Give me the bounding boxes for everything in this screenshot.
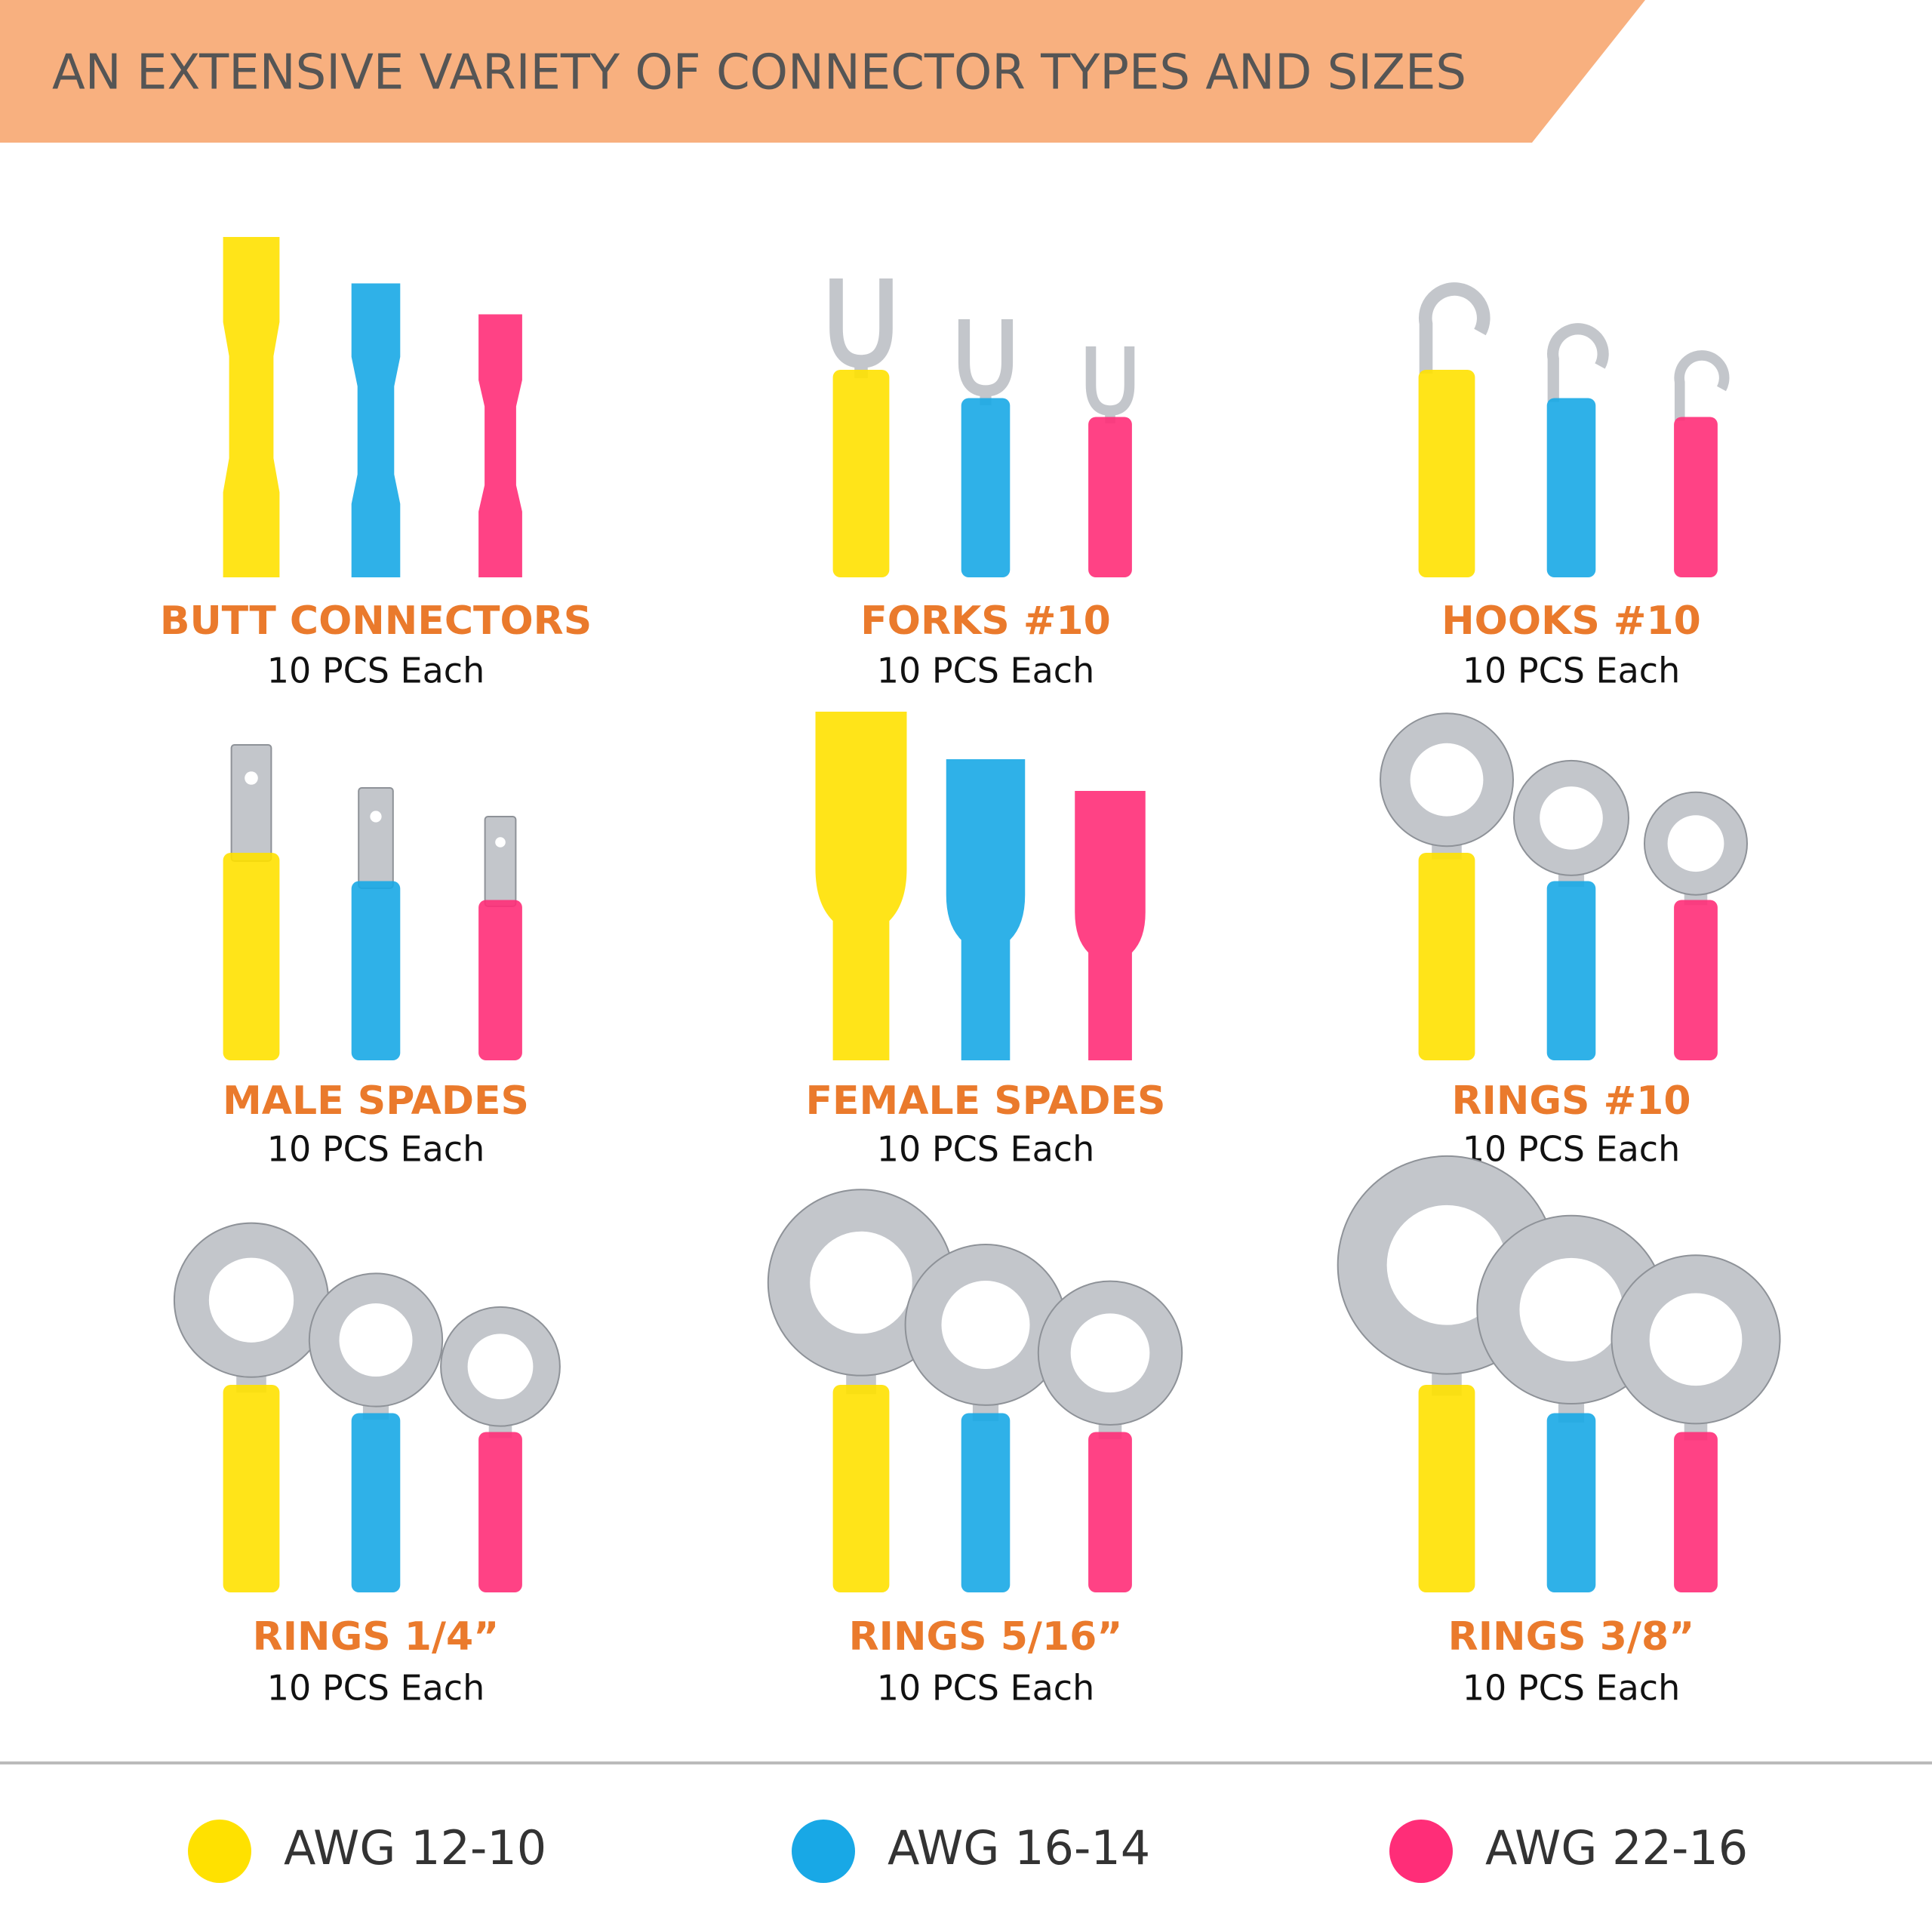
connector-hole <box>208 1257 294 1343</box>
connector-tube <box>223 1385 280 1592</box>
connector-tube <box>1418 853 1475 1060</box>
item-quantity: 10 PCS Each <box>267 651 485 691</box>
connector-hole <box>810 1231 912 1334</box>
connector-tube <box>478 900 522 1060</box>
item-quantity: 10 PCS Each <box>1463 1129 1681 1170</box>
connector-metal <box>1674 350 1730 421</box>
connector-cell: FORKS #10 10 PCS Each <box>829 278 1135 691</box>
legend-swatch <box>188 1820 251 1883</box>
header-title: AN EXTENSIVE VARIETY OF CONNECTOR TYPES … <box>52 45 1466 101</box>
connector-tube <box>946 759 1026 1060</box>
item-quantity: 10 PCS Each <box>1463 651 1681 691</box>
connector-tube <box>478 314 522 577</box>
connector-hole <box>467 1334 534 1400</box>
connector-metal <box>1085 346 1135 423</box>
connector-tube <box>223 853 280 1060</box>
connector-tube <box>1088 417 1132 577</box>
item-name: RINGS 3/8” <box>1448 1614 1695 1660</box>
connector-hole <box>370 811 382 823</box>
connector-metal <box>230 744 272 862</box>
item-quantity: 10 PCS Each <box>1463 1668 1681 1709</box>
legend-swatch <box>1389 1820 1453 1883</box>
connector-metal <box>958 319 1014 405</box>
legend-label: AWG 22-16 <box>1485 1820 1748 1875</box>
connector-cell: RINGS 3/8” 10 PCS Each <box>1337 1155 1781 1709</box>
connector-tube <box>961 1413 1011 1592</box>
connector-tube <box>1088 1432 1132 1592</box>
connector-metal <box>358 787 394 889</box>
connector-metal <box>1419 282 1491 374</box>
connector-hole <box>1070 1313 1150 1393</box>
connector-tube <box>351 881 401 1060</box>
connector-hole <box>1540 786 1603 850</box>
header-band <box>0 0 1645 143</box>
connector-cell: RINGS #10 10 PCS Each <box>1380 712 1748 1170</box>
connector-cell: MALE SPADES 10 PCS Each <box>223 744 529 1170</box>
connector-tube <box>832 370 890 577</box>
connector-cell: RINGS 1/4” 10 PCS Each <box>173 1222 561 1709</box>
legend-label: AWG 12-10 <box>284 1820 546 1875</box>
item-quantity: 10 PCS Each <box>877 1668 1095 1709</box>
connector-tube <box>223 237 280 577</box>
connector-metal <box>829 278 893 378</box>
connector-tube <box>1674 1432 1718 1592</box>
legend-label: AWG 16-14 <box>888 1820 1150 1875</box>
item-quantity: 10 PCS Each <box>877 1129 1095 1170</box>
connector-tube <box>1546 881 1596 1060</box>
connector-tube <box>1674 900 1718 1060</box>
item-quantity: 10 PCS Each <box>267 1129 485 1170</box>
connector-cell: BUTT CONNECTORS 10 PCS Each <box>160 237 592 691</box>
connector-tube <box>351 1413 401 1592</box>
item-name: RINGS 1/4” <box>253 1614 500 1660</box>
item-name: FEMALE SPADES <box>806 1078 1166 1124</box>
connector-tube <box>1674 417 1718 577</box>
connector-hole <box>1386 1204 1507 1325</box>
connector-tube <box>478 1432 522 1592</box>
connector-tube <box>1075 791 1146 1061</box>
connector-hole <box>1649 1293 1743 1386</box>
connector-hole <box>495 837 506 848</box>
connector-hole <box>1667 815 1724 872</box>
connector-tube <box>1546 398 1596 577</box>
item-quantity: 10 PCS Each <box>877 651 1095 691</box>
connector-tube <box>1546 1413 1596 1592</box>
legend-swatch <box>792 1820 855 1883</box>
connector-hole <box>1519 1257 1623 1361</box>
connector-tube <box>351 283 401 577</box>
connector-metal <box>1547 323 1609 402</box>
item-name: BUTT CONNECTORS <box>160 598 592 644</box>
connector-cell: FEMALE SPADES 10 PCS Each <box>806 712 1166 1170</box>
item-name: FORKS #10 <box>860 598 1111 644</box>
connector-cell: HOOKS #10 10 PCS Each <box>1418 282 1730 691</box>
connector-cell: RINGS 5/16” 10 PCS Each <box>767 1189 1183 1709</box>
connector-tube <box>961 398 1011 577</box>
item-name: HOOKS #10 <box>1441 598 1701 644</box>
connector-hole <box>339 1303 413 1377</box>
connector-hole <box>245 771 258 785</box>
item-quantity: 10 PCS Each <box>267 1668 485 1709</box>
connector-hole <box>941 1280 1030 1369</box>
grid: BUTT CONNECTORS 10 PCS Each FORKS #10 10 PC… <box>160 237 1781 1709</box>
connector-tube <box>815 712 907 1061</box>
connector-tube <box>1418 1385 1475 1592</box>
item-name: MALE SPADES <box>223 1078 529 1124</box>
connector-tube <box>1418 370 1475 577</box>
legend: AWG 12-10 AWG 16-14 AWG 22-16 <box>188 1820 1748 1883</box>
connector-hole <box>1410 743 1484 817</box>
item-name: RINGS #10 <box>1451 1078 1690 1124</box>
item-name: RINGS 5/16” <box>849 1614 1123 1660</box>
connector-tube <box>832 1385 890 1592</box>
connector-metal <box>484 816 517 907</box>
